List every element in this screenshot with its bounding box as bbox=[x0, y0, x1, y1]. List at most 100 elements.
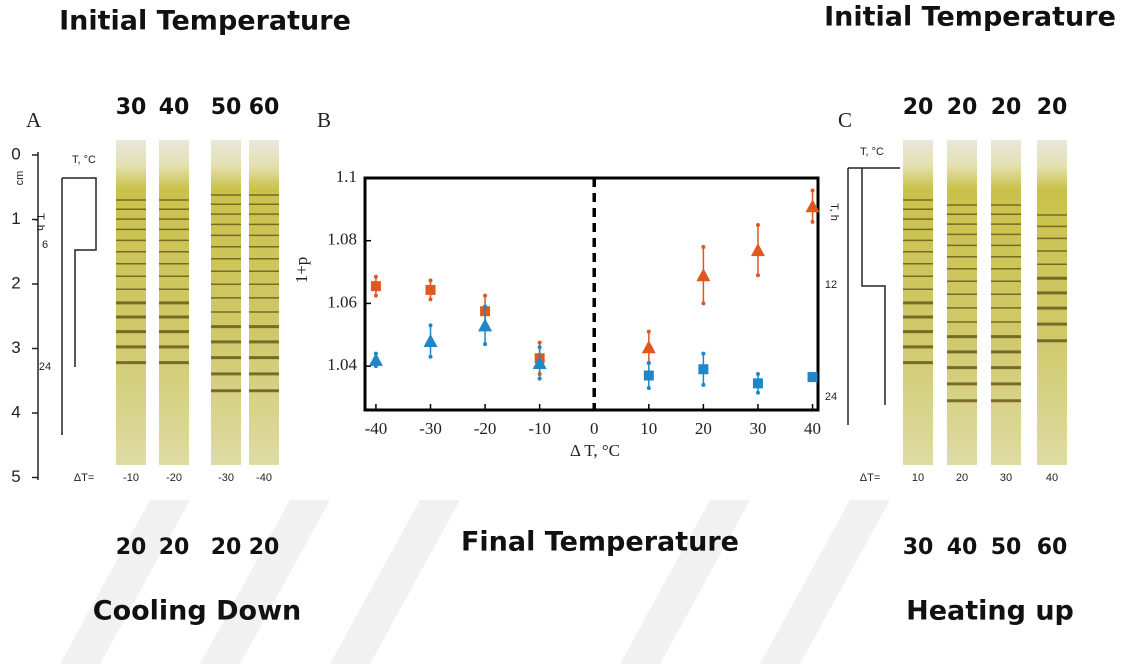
depth-tick-label: 4 bbox=[11, 402, 20, 421]
x-tick-label: -10 bbox=[528, 419, 551, 438]
time-label: 24 bbox=[825, 391, 837, 403]
time-label: 6 bbox=[42, 239, 48, 251]
delta-t: 40 bbox=[1046, 472, 1058, 484]
error-cap bbox=[755, 371, 760, 376]
final-temp: 40 bbox=[947, 535, 978, 560]
depth-tick-label: 2 bbox=[11, 273, 20, 292]
error-cap bbox=[701, 301, 706, 306]
time-label: 24 bbox=[39, 361, 51, 373]
error-cap bbox=[483, 342, 488, 347]
axis-label: T, °C bbox=[860, 146, 884, 158]
panel-label: A bbox=[26, 108, 42, 132]
x-axis-label: Δ T, °C bbox=[570, 441, 620, 460]
heading: Final Temperature bbox=[461, 527, 739, 558]
error-cap bbox=[755, 223, 760, 228]
final-temp: 20 bbox=[116, 535, 147, 560]
gel-photo bbox=[947, 140, 977, 465]
temperature-profile bbox=[37, 152, 97, 480]
axis-label: T, °C bbox=[72, 154, 96, 166]
error-cap bbox=[483, 293, 488, 298]
marker-triangle bbox=[805, 199, 820, 213]
initial-temp: 20 bbox=[1037, 95, 1068, 120]
final-temp: 20 bbox=[249, 535, 280, 560]
error-cap bbox=[755, 390, 760, 395]
final-temp: 30 bbox=[903, 535, 934, 560]
marker-square bbox=[698, 364, 709, 375]
marker-triangle bbox=[696, 268, 711, 282]
axis-label: T, h bbox=[34, 213, 46, 231]
depth-tick-label: 1 bbox=[11, 209, 20, 228]
initial-temp: 40 bbox=[159, 95, 190, 120]
gel-photo bbox=[1037, 140, 1067, 465]
initial-temp: 20 bbox=[903, 95, 934, 120]
panel-label: C bbox=[838, 108, 852, 132]
depth-tick-label: 3 bbox=[11, 338, 20, 357]
error-cap bbox=[755, 273, 760, 278]
y-tick-label: 1.04 bbox=[327, 355, 357, 374]
error-cap bbox=[701, 351, 706, 356]
error-cap bbox=[537, 340, 542, 345]
y-tick-label: 1.08 bbox=[327, 230, 357, 249]
delta-label: ΔT= bbox=[860, 472, 881, 484]
final-temp: 60 bbox=[1037, 535, 1068, 560]
error-cap bbox=[646, 386, 651, 391]
depth-tick-label: 5 bbox=[11, 467, 20, 486]
delta-t: -10 bbox=[123, 472, 139, 484]
initial-temp: 20 bbox=[947, 95, 978, 120]
temperature-profile bbox=[847, 167, 900, 425]
initial-temp: 20 bbox=[991, 95, 1022, 120]
initial-temp: 60 bbox=[249, 95, 280, 120]
x-tick-label: -40 bbox=[365, 419, 388, 438]
heading: Initial Temperature bbox=[824, 2, 1116, 33]
marker-triangle bbox=[478, 318, 493, 332]
x-tick-label: 20 bbox=[695, 419, 712, 438]
marker-square bbox=[425, 284, 436, 295]
watermark bbox=[60, 500, 890, 664]
marker-square bbox=[643, 370, 654, 381]
y-tick-label: 1.06 bbox=[327, 292, 357, 311]
x-tick-label: 30 bbox=[749, 419, 766, 438]
delta-t: -30 bbox=[218, 472, 234, 484]
unit-label: cm bbox=[14, 171, 26, 186]
delta-t: 20 bbox=[956, 472, 968, 484]
marker-triangle bbox=[641, 340, 656, 354]
x-tick-label: -30 bbox=[419, 419, 442, 438]
heading: Heating up bbox=[906, 596, 1074, 627]
marker-triangle bbox=[532, 355, 547, 369]
error-cap bbox=[646, 360, 651, 365]
time-label: 12 bbox=[825, 279, 837, 291]
error-cap bbox=[810, 188, 815, 193]
error-cap bbox=[428, 297, 433, 302]
final-temp: 20 bbox=[159, 535, 190, 560]
error-cap bbox=[373, 274, 378, 279]
marker-square bbox=[370, 281, 381, 292]
x-tick-label: -20 bbox=[474, 419, 497, 438]
initial-temp: 50 bbox=[211, 95, 242, 120]
delta-t: 30 bbox=[1000, 472, 1012, 484]
x-tick-label: 0 bbox=[590, 419, 599, 438]
final-temp: 50 bbox=[991, 535, 1022, 560]
axis-label: T, h bbox=[828, 203, 840, 221]
error-cap bbox=[428, 354, 433, 359]
marker-triangle bbox=[368, 352, 383, 366]
delta-t: -20 bbox=[166, 472, 182, 484]
error-cap bbox=[701, 244, 706, 249]
gel-photo bbox=[249, 140, 279, 465]
gel-photo bbox=[991, 140, 1021, 465]
marker-triangle bbox=[423, 334, 438, 348]
delta-label: ΔT= bbox=[74, 472, 95, 484]
marker-square bbox=[807, 372, 818, 383]
error-cap bbox=[537, 345, 542, 350]
x-tick-label: 40 bbox=[804, 419, 821, 438]
error-cap bbox=[428, 278, 433, 283]
x-tick-label: 10 bbox=[640, 419, 657, 438]
plot-frame bbox=[363, 176, 820, 412]
depth-tick-label: 0 bbox=[11, 144, 20, 163]
delta-t: 10 bbox=[912, 472, 924, 484]
final-temp: 20 bbox=[211, 535, 242, 560]
error-cap bbox=[701, 382, 706, 387]
marker-square bbox=[752, 378, 763, 389]
error-cap bbox=[537, 376, 542, 381]
heading: Cooling Down bbox=[93, 596, 302, 627]
